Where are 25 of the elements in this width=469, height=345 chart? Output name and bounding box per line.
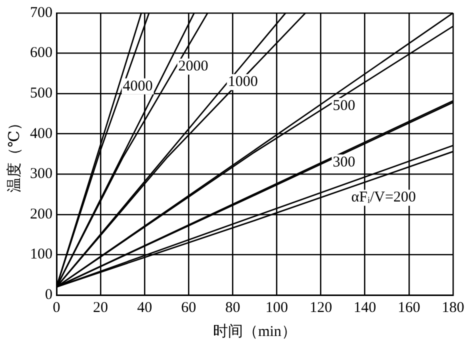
- x-tick-label: 100: [266, 300, 288, 316]
- y-tick-label: 300: [30, 166, 52, 182]
- x-tick-label: 160: [398, 300, 420, 316]
- y-tick-label: 700: [30, 4, 52, 21]
- y-tick-label: 0: [45, 286, 52, 303]
- annotation: 1000: [228, 74, 258, 90]
- annotation: 4000: [122, 78, 153, 94]
- y-tick-label: 100: [30, 246, 52, 263]
- annotation: αFᵢ/V=200: [351, 190, 416, 206]
- x-tick-label: 140: [354, 300, 376, 316]
- annotation: 500: [332, 98, 356, 114]
- x-tick-label: 80: [225, 300, 240, 316]
- y-tick-label: 200: [30, 206, 52, 222]
- y-tick-label: 500: [30, 86, 52, 102]
- x-tick-label: 120: [310, 300, 332, 316]
- x-tick-label: 20: [93, 300, 108, 316]
- annotation: 300: [332, 154, 356, 170]
- y-tick-label: 400: [30, 126, 52, 142]
- x-tick-label: 60: [181, 300, 196, 316]
- y-axis-title: 温度（℃）: [6, 116, 23, 192]
- annotation: 2000: [178, 58, 208, 75]
- x-tick-label: 180: [442, 300, 464, 316]
- x-axis-title: 时间（min）: [213, 322, 296, 340]
- y-tick-label: 600: [30, 45, 52, 62]
- x-tick-label: 40: [137, 300, 152, 316]
